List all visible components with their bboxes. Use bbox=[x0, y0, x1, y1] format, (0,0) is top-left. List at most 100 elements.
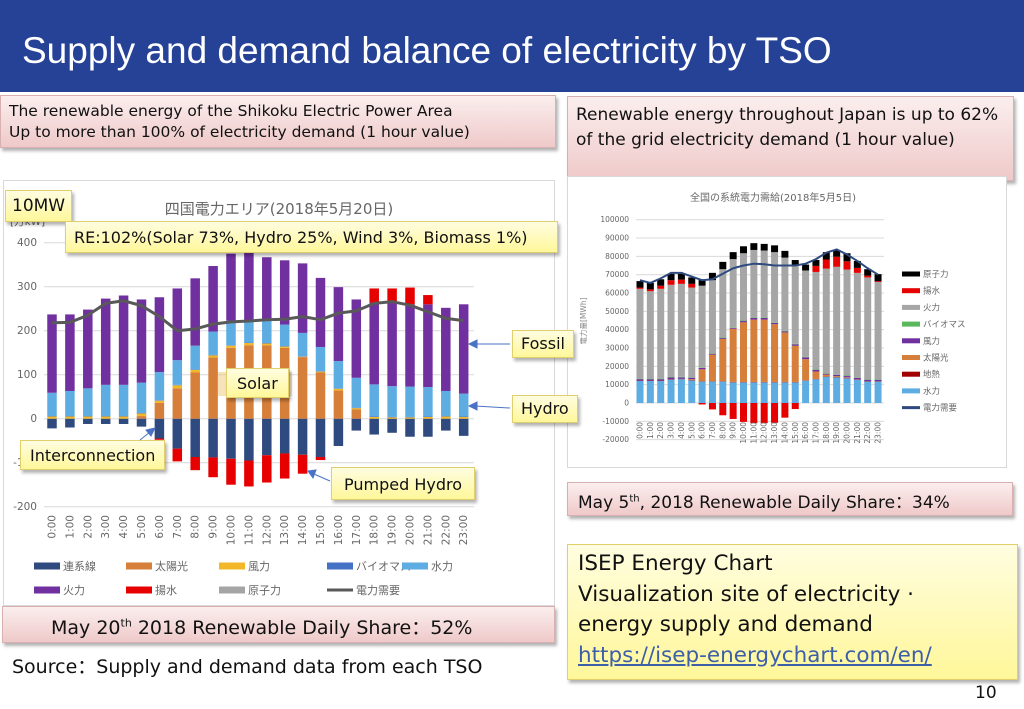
bar-segment bbox=[791, 382, 799, 403]
legend-label: 原子力 bbox=[923, 269, 949, 280]
bar-segment bbox=[843, 253, 851, 262]
bar-segment bbox=[708, 381, 716, 403]
bar-segment bbox=[677, 379, 685, 403]
bar-segment bbox=[729, 327, 737, 329]
bar-segment bbox=[657, 378, 665, 380]
bar-segment bbox=[154, 438, 165, 440]
bar-segment bbox=[781, 382, 789, 403]
x-tick-label: 15:00 bbox=[791, 422, 800, 444]
bar-segment bbox=[244, 251, 254, 321]
bar-segment bbox=[47, 392, 57, 417]
bar-segment bbox=[136, 418, 147, 427]
bar-segment bbox=[154, 372, 165, 401]
bar-segment bbox=[833, 374, 841, 377]
bar-segment bbox=[688, 283, 696, 288]
x-tick-label: 8:00 bbox=[718, 422, 727, 439]
bar-segment bbox=[297, 418, 308, 455]
bar-segment bbox=[154, 400, 165, 403]
bar-segment bbox=[853, 260, 861, 268]
bar-segment bbox=[279, 453, 290, 479]
bar-segment bbox=[657, 279, 665, 286]
x-tick-label: 11:00 bbox=[243, 515, 255, 545]
bar-segment bbox=[874, 379, 882, 382]
bar-segment bbox=[688, 377, 696, 380]
bar-segment bbox=[833, 249, 841, 257]
bar-segment bbox=[771, 322, 779, 323]
demand-line bbox=[51, 299, 464, 333]
x-tick-label: 1:00 bbox=[64, 515, 76, 539]
bar-segment bbox=[812, 370, 820, 372]
y-tick-label: 10000 bbox=[605, 380, 629, 389]
isep-link[interactable]: https://isep-energychart.com/en/ bbox=[578, 642, 932, 668]
bar-segment bbox=[677, 273, 685, 280]
bar-segment bbox=[226, 418, 236, 459]
bar-segment bbox=[297, 357, 308, 419]
y-tick-label: 60000 bbox=[605, 289, 629, 298]
bar-segment bbox=[771, 324, 779, 382]
bar-segment bbox=[688, 277, 696, 284]
bar-segment bbox=[208, 457, 218, 478]
bar-segment bbox=[822, 376, 830, 403]
bar-segment bbox=[698, 285, 706, 368]
bar-segment bbox=[369, 302, 379, 385]
bar-segment bbox=[387, 288, 397, 302]
bar-segment bbox=[636, 287, 644, 289]
bar-segment bbox=[708, 403, 716, 410]
bar-segment bbox=[657, 288, 665, 379]
bar-segment bbox=[657, 379, 665, 381]
bar-segment bbox=[315, 418, 326, 457]
bar-segment bbox=[677, 279, 685, 284]
bar-segment bbox=[719, 403, 727, 416]
bar-segment bbox=[441, 390, 451, 417]
bar-segment bbox=[100, 298, 111, 385]
bar-segment bbox=[190, 369, 200, 373]
bar-segment bbox=[760, 317, 768, 318]
bar-segment bbox=[262, 343, 272, 346]
bar-segment bbox=[646, 379, 654, 381]
bar-segment bbox=[729, 382, 737, 403]
legend-swatch bbox=[902, 271, 920, 277]
bar-segment bbox=[315, 277, 326, 347]
legend-swatch bbox=[902, 288, 920, 294]
bar-segment bbox=[172, 288, 183, 361]
bar-segment bbox=[802, 357, 810, 360]
bar-segment bbox=[244, 320, 254, 343]
legend-label: 電力需要 bbox=[923, 403, 958, 414]
bar-segment bbox=[667, 273, 675, 281]
bar-segment bbox=[708, 354, 716, 382]
x-tick-label: 19:00 bbox=[387, 515, 399, 545]
legend-label: 原子力 bbox=[248, 584, 281, 597]
x-tick-label: 22:00 bbox=[440, 515, 452, 545]
bar-segment bbox=[698, 367, 706, 368]
bar-segment bbox=[822, 259, 830, 269]
bar-segment bbox=[190, 372, 200, 419]
bar-segment bbox=[83, 416, 93, 419]
bar-segment bbox=[100, 416, 111, 419]
bar-segment bbox=[646, 291, 654, 379]
bar-segment bbox=[208, 418, 218, 458]
legend-swatch bbox=[902, 388, 920, 394]
x-tick-label: 3:00 bbox=[100, 515, 112, 539]
bar-segment bbox=[351, 299, 362, 378]
bar-segment bbox=[458, 304, 469, 394]
bar-segment bbox=[118, 295, 129, 385]
bar-segment bbox=[750, 317, 758, 318]
bar-segment bbox=[688, 380, 696, 403]
bar-segment bbox=[698, 279, 706, 286]
bar-segment bbox=[750, 317, 758, 320]
bar-segment bbox=[688, 287, 696, 378]
x-tick-label: 21:00 bbox=[422, 515, 434, 545]
bar-segment bbox=[833, 376, 841, 377]
x-tick-label: 3:00 bbox=[667, 422, 676, 439]
bar-segment bbox=[833, 374, 841, 375]
bar-segment bbox=[172, 448, 183, 462]
shikoku-note: The renewable energy of the Shikoku Elec… bbox=[0, 95, 556, 148]
bar-segment bbox=[657, 285, 665, 289]
bar-segment bbox=[708, 280, 716, 354]
isep-info-box: ISEP Energy Chart Visualization site of … bbox=[567, 544, 1018, 680]
bar-segment bbox=[226, 458, 236, 485]
bar-segment bbox=[423, 295, 433, 305]
bar-segment bbox=[729, 252, 737, 260]
unit-callout: 10MW bbox=[5, 190, 73, 222]
bar-segment bbox=[750, 319, 758, 382]
